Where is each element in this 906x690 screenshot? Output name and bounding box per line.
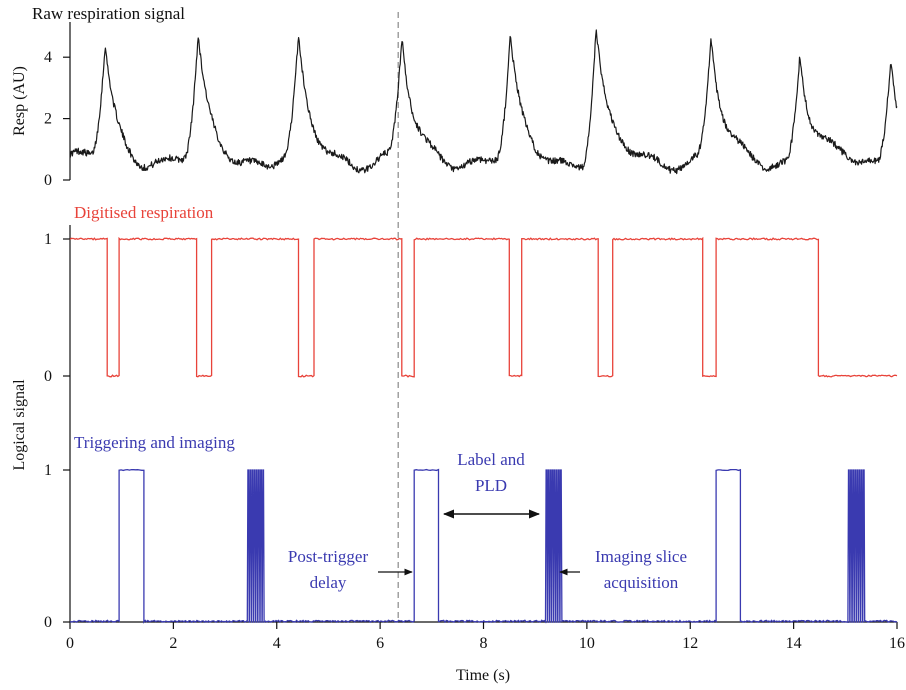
raw-panel-title: Raw respiration signal bbox=[32, 4, 185, 23]
y-tick-label: 1 bbox=[44, 231, 52, 248]
y-tick-label: 2 bbox=[44, 111, 52, 128]
x-tick-label: 14 bbox=[786, 635, 802, 652]
triggering-imaging-series bbox=[69, 468, 898, 624]
x-tick-label: 4 bbox=[273, 635, 281, 652]
y-tick-label: 4 bbox=[44, 49, 52, 66]
x-tick-label: 16 bbox=[889, 635, 905, 652]
x-tick-label: 10 bbox=[579, 635, 595, 652]
raw-respiration-series bbox=[69, 29, 898, 175]
x-tick-label: 8 bbox=[480, 635, 488, 652]
label-pld-line2: PLD bbox=[475, 476, 507, 495]
post-trigger-label-line1: Post-trigger bbox=[288, 547, 369, 566]
x-tick-label: 6 bbox=[376, 635, 384, 652]
imaging-slice-label-line2: acquisition bbox=[604, 573, 679, 592]
imaging-slice-label-line1: Imaging slice bbox=[595, 547, 687, 566]
y-tick-label: 0 bbox=[44, 614, 52, 631]
label-pld-line1: Label and bbox=[457, 450, 525, 469]
x-axis-label: Time (s) bbox=[456, 667, 510, 684]
y-tick-label: 0 bbox=[44, 172, 52, 189]
logical-y-axis-label: Logical signal bbox=[11, 379, 28, 471]
x-tick-label: 0 bbox=[66, 635, 74, 652]
raw-y-axis-label: Resp (AU) bbox=[11, 66, 28, 136]
x-tick-label: 2 bbox=[169, 635, 177, 652]
x-tick-label: 12 bbox=[682, 635, 698, 652]
digitised-panel-title: Digitised respiration bbox=[74, 203, 214, 222]
y-tick-label: 0 bbox=[44, 368, 52, 385]
digitised-respiration-series bbox=[69, 236, 898, 378]
y-tick-label: 1 bbox=[44, 462, 52, 479]
triggering-panel-title: Triggering and imaging bbox=[74, 433, 235, 452]
post-trigger-label-line2: delay bbox=[310, 573, 347, 592]
